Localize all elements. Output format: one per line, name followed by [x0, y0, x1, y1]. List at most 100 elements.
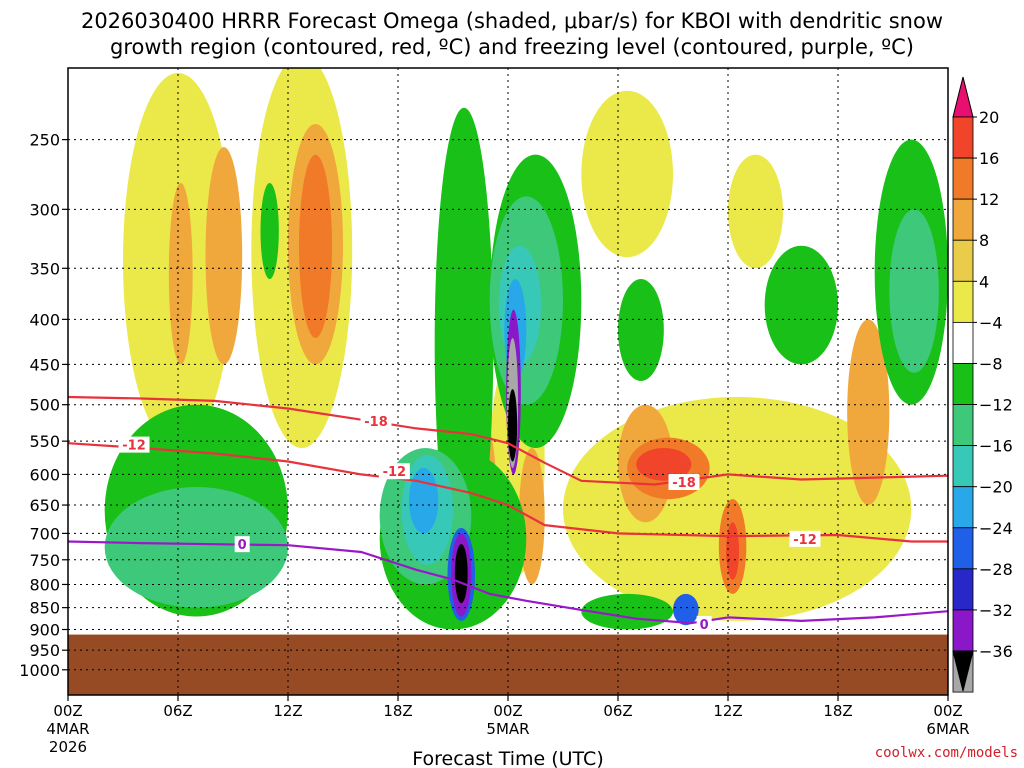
x-tick-label-0: 00Z [53, 702, 82, 720]
colorbar-swatch-3 [952, 198, 974, 241]
x-tick-date-0: 4MAR [46, 720, 89, 738]
colorbar-label-1: 16 [979, 149, 999, 168]
colorbar-label-11: −28 [979, 560, 1013, 579]
omega-region-17 [636, 448, 692, 481]
colorbar-label-10: −24 [979, 519, 1013, 538]
dgz-contour-0-label-bg-1 [378, 463, 410, 480]
y-tick-label-700: 700 [29, 524, 60, 543]
omega-region-2 [581, 90, 674, 258]
omega-colorbar: 20 16 12 8 4 −4 −8 −12 −16 −20 −24 −28 −32 −36 [952, 76, 1013, 693]
colorbar-label-12: −32 [979, 601, 1013, 620]
dgz-contour-0-label-bg-2 [789, 530, 821, 547]
y-tick-label-250: 250 [29, 131, 60, 150]
y-tick-label-850: 850 [29, 599, 60, 618]
omega-region-25 [618, 279, 664, 382]
dgz-contour-0-label-0: -12 [122, 439, 146, 454]
dgz-contour-0-label-1: -12 [383, 465, 407, 480]
colorbar-label-0: 20 [979, 108, 999, 127]
colorbar-bottom-arrow [952, 650, 974, 692]
colorbar-label-4: 4 [979, 272, 989, 291]
colorbar-label-7: −12 [979, 396, 1013, 415]
omega-region-29 [104, 486, 289, 608]
x-tick-label-30: 06Z [603, 702, 632, 720]
x-tick-label-36: 12Z [713, 702, 742, 720]
colorbar-label-6: −8 [979, 354, 1003, 373]
omega-region-32 [889, 209, 939, 373]
omega-region-35 [409, 468, 439, 534]
plot-area: -12 -12 -12 -18 -18 0 0 [67, 67, 949, 696]
omega-region-3 [728, 154, 783, 269]
x-tick-date-24: 5MAR [486, 720, 529, 738]
chart-title-line-1: 2026030400 HRRR Forecast Omega (shaded, … [81, 9, 943, 33]
colorbar-swatch-8 [952, 404, 974, 447]
y-tick-label-800: 800 [29, 575, 60, 594]
y-tick-label-400: 400 [29, 310, 60, 329]
omega-shading [104, 68, 948, 630]
colorbar-swatch-11 [952, 527, 974, 570]
chart-title-line-2: growth region (contoured, red, ºC) and f… [110, 35, 914, 59]
contours: -12 -12 -12 -18 -18 0 0 [67, 395, 949, 633]
omega-region-12 [847, 319, 890, 506]
credit-text: coolwx.com/models [875, 745, 1018, 761]
dgz-contour-0-label-2: -12 [793, 533, 817, 548]
colorbar-label-13: −36 [979, 642, 1013, 661]
colorbar-swatch-13 [952, 609, 974, 652]
y-tick-label-950: 950 [29, 641, 60, 660]
omega-region-38 [673, 593, 699, 626]
colorbar-swatch-10 [952, 486, 974, 529]
x-tick-label-24: 00Z [493, 702, 522, 720]
omega-region-42 [454, 544, 468, 604]
y-tick-label-300: 300 [29, 200, 60, 219]
dgz-contour-1-label-bg-0 [360, 413, 392, 430]
y-tick-label-450: 450 [29, 355, 60, 374]
colorbar-label-9: −20 [979, 478, 1013, 497]
colorbar-swatch-4 [952, 239, 974, 282]
freezing-level-contour-label-1: 0 [700, 618, 709, 633]
dgz-contour-1-label-bg-1 [668, 474, 700, 491]
x-tick-year-0: 2026 [49, 738, 87, 756]
colorbar-label-3: 8 [979, 231, 989, 250]
grid [67, 68, 949, 695]
colorbar-label-2: 12 [979, 190, 999, 209]
x-tick-label-42: 18Z [823, 702, 852, 720]
x-tick-label-18: 18Z [383, 702, 412, 720]
colorbar-swatch-2 [952, 157, 974, 200]
omega-region-43 [507, 389, 518, 462]
y-tick-label-900: 900 [29, 621, 60, 640]
colorbar-swatch-7 [952, 363, 974, 405]
omega-region-21 [260, 182, 279, 280]
omega-region-6 [168, 182, 193, 365]
x-axis-label: Forecast Time (UTC) [412, 748, 603, 768]
colorbar-label-5: −4 [979, 313, 1003, 332]
colorbar-swatch-12 [952, 568, 974, 611]
dgz-contour-0-label-bg-0 [118, 436, 150, 453]
freezing-level-contour [67, 540, 949, 625]
freezing-level-contour-label-bg-1 [696, 615, 712, 632]
colorbar-swatch-1 [952, 116, 974, 159]
colorbar-swatch-6 [952, 321, 974, 364]
colorbar-swatch-5 [952, 280, 974, 323]
dgz-contour-1-label-1: -18 [672, 476, 696, 491]
y-tick-label-1000: 1000 [19, 661, 60, 680]
x-tick-date-48: 6MAR [926, 720, 969, 738]
terrain-ground [68, 634, 948, 695]
y-tick-label-650: 650 [29, 496, 60, 515]
y-tick-label-500: 500 [29, 396, 60, 415]
dgz-contour-1-label-0: -18 [364, 415, 388, 430]
colorbar-swatch-9 [952, 445, 974, 488]
y-axis: 250 300 350 400 450 500 550 600 650 700 750 800 850 9… [19, 131, 68, 680]
freezing-level-contour-label-0: 0 [238, 538, 247, 553]
y-tick-label-750: 750 [29, 551, 60, 570]
freezing-level-contour-label-bg-0 [234, 536, 250, 553]
y-tick-label-600: 600 [29, 465, 60, 484]
dgz-contour-1 [67, 395, 949, 486]
omega-region-26 [764, 245, 838, 365]
y-tick-label-350: 350 [29, 259, 60, 278]
omega-region-7 [205, 147, 243, 365]
colorbar-top-arrow [952, 76, 974, 118]
colorbar-label-8: −16 [979, 437, 1013, 456]
x-tick-label-12: 12Z [273, 702, 302, 720]
x-tick-label-48: 00Z [933, 702, 962, 720]
y-tick-label-550: 550 [29, 432, 60, 451]
